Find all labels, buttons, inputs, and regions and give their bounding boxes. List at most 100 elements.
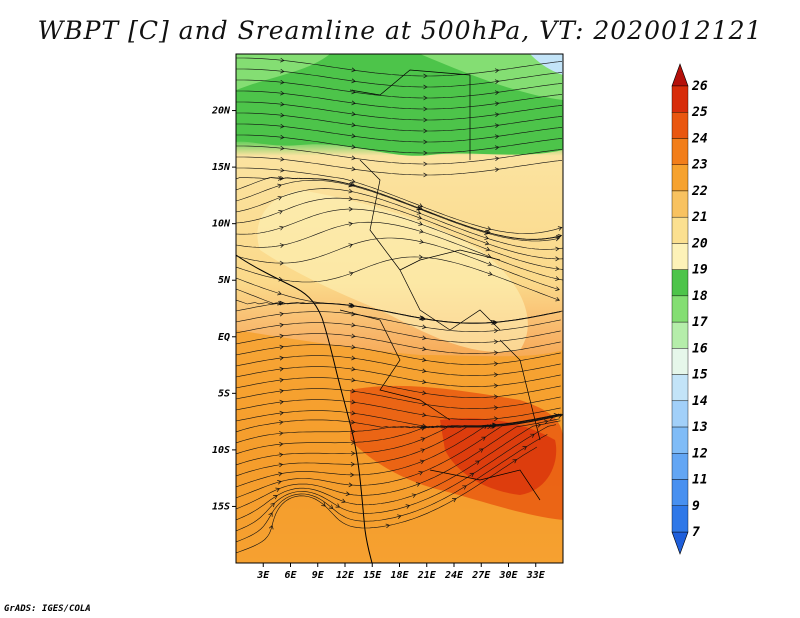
colorbar-segment bbox=[671, 112, 689, 139]
streamline-arrow bbox=[469, 472, 475, 478]
lon-tick-label: 24E bbox=[444, 570, 464, 581]
streamline-arrow bbox=[350, 419, 356, 425]
streamline-arrow bbox=[555, 276, 560, 281]
streamline-arrow bbox=[279, 388, 284, 394]
streamline bbox=[236, 388, 561, 409]
streamline-arrow bbox=[279, 366, 284, 372]
streamline-arrow bbox=[416, 210, 422, 215]
streamline-arrow bbox=[280, 123, 285, 129]
streamline-arrow bbox=[280, 145, 285, 151]
streamline-arrow bbox=[418, 471, 424, 476]
colorbar-label: 22 bbox=[691, 184, 708, 199]
streamline bbox=[236, 420, 561, 521]
streamline-arrow bbox=[351, 429, 356, 434]
streamline-arrow bbox=[278, 276, 283, 282]
streamline-arrow bbox=[555, 256, 560, 262]
streamline bbox=[236, 322, 561, 343]
streamline-arrow bbox=[280, 79, 285, 85]
streamline-arrow bbox=[348, 221, 353, 227]
streamline-arrow bbox=[423, 150, 428, 156]
streamline bbox=[236, 434, 548, 543]
streamline-arrow bbox=[351, 111, 356, 117]
streamline-arrow bbox=[278, 210, 283, 215]
streamline-arrow bbox=[484, 229, 490, 235]
streamline-arrow bbox=[555, 246, 560, 252]
colorbar-label: 16 bbox=[692, 341, 708, 356]
streamline-arrow bbox=[421, 346, 427, 352]
streamline-arrow bbox=[351, 133, 356, 139]
streamline-arrow bbox=[279, 431, 284, 436]
light-blue-corner bbox=[530, 54, 563, 75]
streamline-arrow bbox=[351, 311, 356, 317]
streamline-arrow bbox=[487, 261, 493, 267]
streamline-arrow bbox=[279, 377, 284, 383]
lon-tick-label: 15E bbox=[363, 570, 382, 581]
streamline-arrow bbox=[351, 333, 356, 339]
streamline-arrow bbox=[279, 410, 284, 416]
streamline-arrow bbox=[351, 155, 356, 161]
map-title: WBPT [C] and Sreamline at 500hPa, VT: 20… bbox=[37, 16, 763, 45]
streamline-arrow bbox=[421, 335, 427, 341]
streamline-arrow bbox=[279, 225, 284, 231]
streamline-arrow bbox=[478, 448, 484, 453]
streamline-arrow bbox=[543, 419, 549, 425]
colorbar-segment bbox=[671, 400, 689, 428]
colorbar-segment bbox=[671, 348, 689, 375]
streamline bbox=[236, 256, 560, 301]
streamline-arrow bbox=[419, 228, 424, 234]
streamline bbox=[236, 344, 561, 365]
streamline-arrow bbox=[328, 504, 334, 510]
streamline-arrow bbox=[555, 296, 560, 302]
map-field bbox=[236, 54, 563, 563]
streamline-arrow bbox=[351, 100, 356, 106]
streamline bbox=[236, 79, 563, 99]
colorbar-bottom-triangle bbox=[671, 531, 689, 555]
streamline-arrow bbox=[494, 79, 500, 84]
streamline-arrow bbox=[348, 188, 353, 194]
red-region bbox=[440, 418, 557, 495]
streamline bbox=[236, 418, 560, 510]
streamline-arrow bbox=[512, 459, 518, 464]
streamline-arrow bbox=[418, 221, 423, 226]
streamline bbox=[236, 101, 563, 121]
streamline-arrow bbox=[351, 451, 356, 456]
streamline-arrow bbox=[484, 235, 489, 240]
streamline-arrow bbox=[351, 377, 356, 383]
streamline-arrow bbox=[279, 243, 285, 248]
streamline-arrow bbox=[278, 300, 283, 306]
streamline bbox=[236, 221, 563, 281]
streamline-arrow bbox=[341, 498, 346, 504]
colorbar-label: 20 bbox=[691, 236, 708, 251]
streamline-arrow bbox=[536, 422, 542, 428]
streamline-arrow bbox=[349, 181, 354, 187]
colorbar-segment bbox=[671, 426, 689, 454]
streamline-arrow bbox=[273, 495, 278, 500]
streamline-arrow bbox=[280, 57, 285, 63]
streamline-arrow bbox=[280, 112, 285, 118]
streamline-arrow bbox=[494, 101, 500, 106]
colorbar-segment bbox=[671, 138, 689, 165]
streamline-arrow bbox=[351, 322, 356, 328]
streamline-arrow bbox=[348, 182, 353, 188]
streamline bbox=[236, 123, 563, 143]
colorbar-segment bbox=[671, 269, 689, 297]
streamline-arrow bbox=[530, 433, 535, 438]
streamline-arrow bbox=[493, 372, 499, 378]
lat-tick-label: 20N bbox=[211, 106, 231, 117]
colorbar-segment bbox=[671, 190, 689, 218]
lat-tick-label: 5N bbox=[218, 275, 231, 286]
streamline-arrow bbox=[481, 436, 486, 441]
colorbar-label: 18 bbox=[692, 289, 708, 304]
streamline-arrow bbox=[277, 290, 282, 296]
streamline-arrow bbox=[493, 320, 498, 325]
streamline-arrow bbox=[350, 472, 355, 478]
latitude-axis: 20N 15N 10N 5N EQ 5S 10S 15S bbox=[211, 106, 236, 512]
streamline-arrow bbox=[277, 480, 282, 485]
streamline bbox=[236, 446, 538, 554]
streamline bbox=[236, 413, 563, 433]
streamline-arrow bbox=[423, 128, 428, 134]
streamline-arrow bbox=[279, 300, 284, 306]
streamline-arrow bbox=[486, 253, 492, 259]
streamline-arrow bbox=[277, 195, 283, 201]
streamline bbox=[236, 57, 563, 77]
